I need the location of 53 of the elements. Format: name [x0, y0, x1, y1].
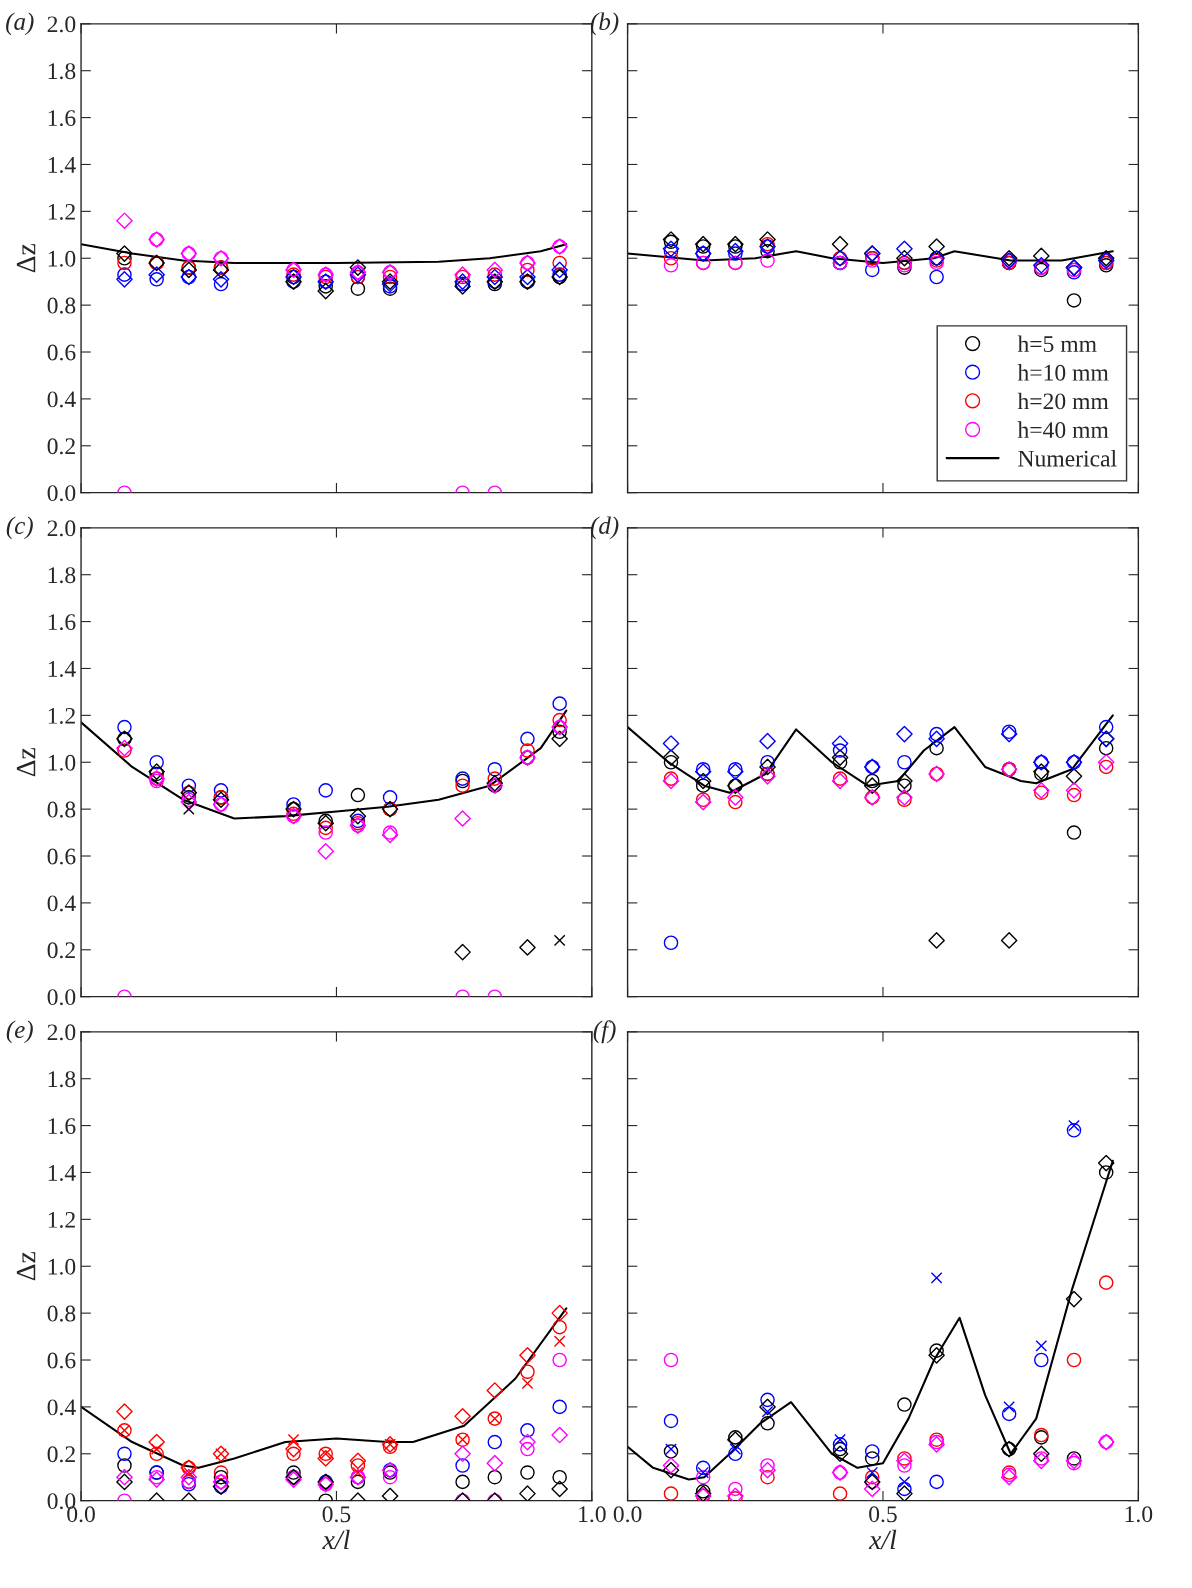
- y-tick-label: 1.0: [48, 754, 76, 771]
- y-tick-label: 1.8: [48, 567, 76, 584]
- x-tick-label: 0.5: [322, 1506, 351, 1523]
- y-tick-label: 0.6: [47, 848, 76, 865]
- y-tick-label: 2.0: [47, 520, 76, 537]
- legend-label: h=5 mm: [1017, 335, 1097, 353]
- x-axis-title: x/l: [322, 1529, 350, 1550]
- y-tick-label: 0.0: [47, 989, 76, 1006]
- y-tick-label: 1.8: [48, 63, 76, 80]
- y-tick-label: 1.6: [48, 1118, 76, 1135]
- y-tick-label: 1.2: [48, 707, 75, 724]
- x-tick-label: 0.5: [869, 1506, 897, 1523]
- legend-label: h=20 mm: [1017, 392, 1109, 410]
- y-axis-title: Δz: [16, 747, 36, 777]
- y-tick-label: 2.0: [47, 1024, 76, 1041]
- y-tick-label: 1.4: [48, 661, 76, 677]
- y-tick-label: 1.4: [48, 157, 76, 173]
- chart-title: (e): [6, 1020, 33, 1044]
- y-tick-label: 1.0: [48, 1258, 76, 1275]
- y-axis-title: Δz: [16, 243, 36, 273]
- chart-title: (f): [593, 1020, 616, 1044]
- legend-label: Numerical: [1018, 450, 1117, 467]
- y-tick-label: 0.0: [47, 485, 76, 502]
- y-tick-label: 0.6: [47, 1352, 76, 1369]
- chart-title: (b): [590, 12, 619, 36]
- y-tick-label: 0.4: [47, 1399, 76, 1416]
- chart-title: (d): [590, 516, 619, 540]
- y-tick-label: 0.2: [47, 1446, 75, 1463]
- chart-title: (c): [6, 516, 33, 540]
- y-tick-label: 1.6: [48, 614, 76, 631]
- y-tick-label: 1.6: [48, 110, 76, 127]
- y-tick-label: 0.2: [47, 942, 75, 959]
- y-tick-label: 1.4: [48, 1165, 76, 1181]
- x-axis-title: x/l: [868, 1529, 897, 1550]
- x-tick-label: 0.0: [613, 1506, 642, 1523]
- y-tick-label: 0.6: [47, 344, 76, 361]
- x-tick-label: 1.0: [579, 1506, 606, 1523]
- y-tick-label: 2.0: [47, 16, 76, 33]
- y-tick-label: 0.4: [47, 895, 76, 912]
- legend-label: h=40 mm: [1017, 421, 1109, 438]
- y-tick-label: 1.0: [48, 250, 76, 267]
- y-tick-label: 0.8: [47, 297, 76, 314]
- y-tick-label: 0.8: [47, 1305, 76, 1322]
- y-tick-label: 0.2: [47, 438, 75, 455]
- y-tick-label: 1.2: [48, 1211, 75, 1228]
- x-tick-label: 1.0: [1125, 1506, 1153, 1523]
- legend-label: h=10 mm: [1017, 364, 1109, 381]
- chart-title: (a): [6, 12, 34, 36]
- y-tick-label: 1.8: [48, 1071, 76, 1088]
- y-axis-title: Δz: [16, 1251, 36, 1281]
- y-tick-label: 1.2: [48, 203, 75, 220]
- y-tick-label: 0.4: [47, 391, 76, 408]
- y-tick-label: 0.8: [47, 801, 76, 818]
